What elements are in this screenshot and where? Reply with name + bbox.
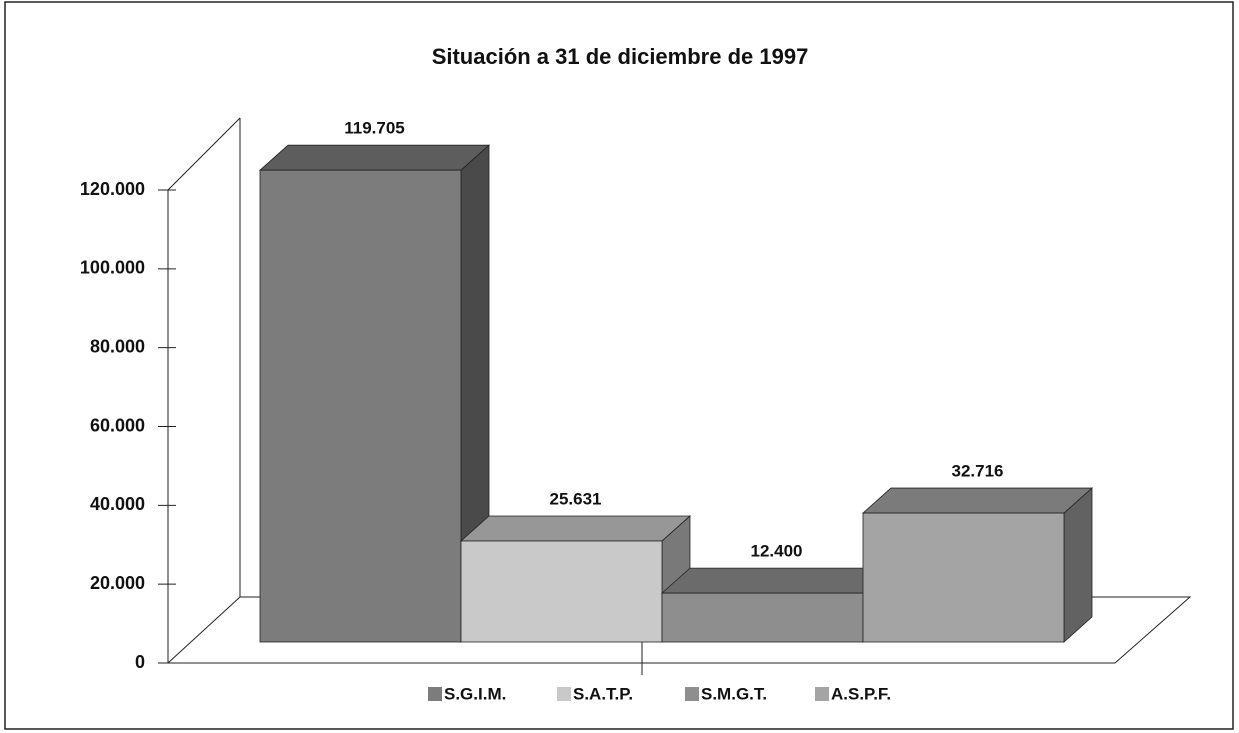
floor [166, 596, 1192, 664]
bar-top [258, 144, 491, 171]
bar [862, 512, 1065, 643]
y-tick-label: 40.000 [90, 494, 145, 514]
data-label: 25.631 [550, 489, 602, 508]
legend-swatch [685, 687, 699, 701]
legend-label: S.M.G.T. [701, 684, 767, 703]
y-tick-label: 0 [135, 652, 145, 672]
y-tick-label: 120.000 [80, 179, 145, 199]
bar-side [1063, 487, 1093, 643]
chart-title: Situación a 31 de diciembre de 1997 [432, 44, 809, 69]
back-wall-edge [167, 117, 241, 191]
data-label: 32.716 [952, 462, 1004, 481]
data-label: 12.400 [751, 542, 803, 561]
y-tick-label: 20.000 [90, 573, 145, 593]
bar [460, 540, 663, 643]
y-tick-label: 100.000 [80, 258, 145, 278]
bar-top [459, 515, 692, 542]
legend-swatch [428, 687, 442, 701]
bar [661, 592, 864, 643]
data-label: 119.705 [344, 119, 405, 138]
bar-top [660, 567, 893, 594]
y-tick-label: 60.000 [90, 415, 145, 435]
legend-swatch [815, 687, 829, 701]
legend-label: A.S.P.F. [831, 684, 891, 703]
y-tick-label: 80.000 [90, 336, 145, 356]
legend-label: S.G.I.M. [444, 684, 506, 703]
legend-swatch [557, 687, 571, 701]
bar-top [861, 487, 1094, 514]
bar [259, 169, 462, 643]
legend-label: S.A.T.P. [573, 684, 633, 703]
